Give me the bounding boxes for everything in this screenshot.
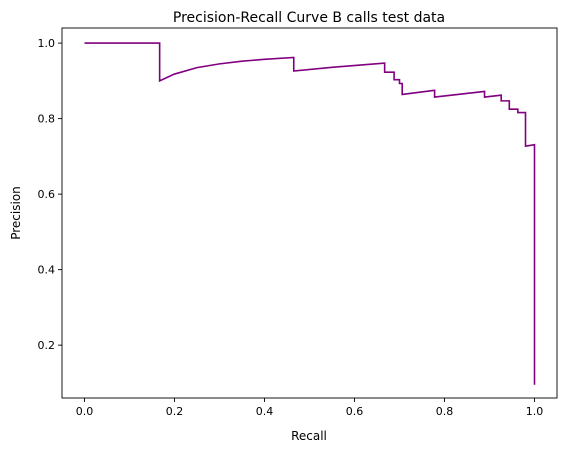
chart-title: Precision-Recall Curve B calls test data: [173, 10, 445, 26]
plot-frame: [61, 27, 558, 399]
plot-area: 0.0 0.2 0.4 0.6 0.8 1.0 0.2 0.4 0.6 0.8 1.0: [38, 27, 558, 418]
y-tick-label: 1.0: [38, 37, 56, 50]
precision-recall-line: [84, 42, 536, 385]
x-tick-label: 1.0: [526, 405, 544, 418]
y-tick-label: 0.2: [38, 339, 56, 352]
y-axis: 0.2 0.4 0.6 0.8 1.0: [38, 37, 62, 352]
x-tick-label: 0.0: [76, 405, 94, 418]
y-tick-label: 0.6: [38, 188, 56, 201]
y-axis-label: Precision: [9, 186, 23, 240]
x-axis: 0.0 0.2 0.4 0.6 0.8 1.0: [76, 398, 544, 418]
x-tick-label: 0.8: [436, 405, 454, 418]
x-tick-label: 0.2: [166, 405, 184, 418]
x-tick-label: 0.6: [346, 405, 364, 418]
x-tick-label: 0.4: [256, 405, 274, 418]
y-tick-label: 0.4: [38, 264, 56, 277]
x-axis-label: Recall: [291, 429, 327, 443]
y-tick-label: 0.8: [38, 113, 56, 126]
